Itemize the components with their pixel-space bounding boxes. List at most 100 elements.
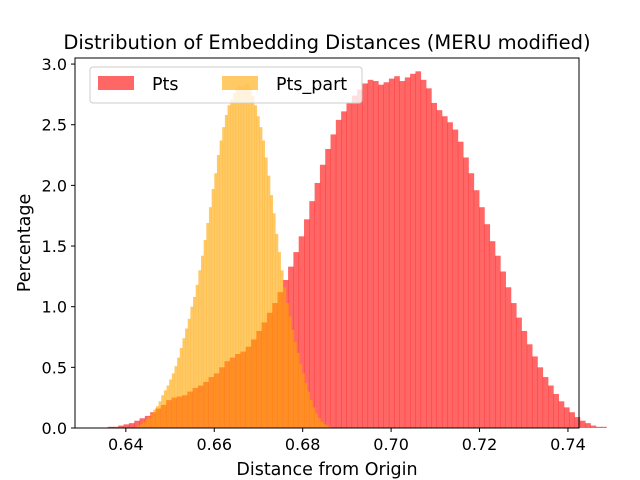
histogram-bar [521, 330, 528, 428]
histogram-bar [357, 89, 363, 428]
histogram-bar [137, 425, 141, 428]
histogram-bar [383, 82, 390, 428]
histogram-bar [283, 287, 287, 428]
histogram-bar [161, 395, 165, 428]
histogram-bar [304, 219, 310, 428]
histogram-bar [410, 73, 416, 428]
histogram-bar [309, 201, 315, 428]
histogram-bar [563, 407, 570, 428]
histogram-bar [185, 328, 189, 428]
histogram-bar [372, 81, 379, 428]
histogram-bar [293, 341, 297, 428]
histogram-bar [307, 391, 311, 428]
histogram-bar [436, 110, 443, 428]
x-tick-label: 0.68 [285, 435, 321, 454]
legend-label-pts-part: Pts_part [276, 75, 347, 95]
histogram-bar [206, 222, 210, 428]
histogram-bar [296, 352, 300, 428]
legend-swatch-pts-part [222, 76, 258, 90]
histogram-bar [277, 252, 281, 428]
histogram-bar [473, 190, 480, 428]
bars-pts-part [134, 83, 332, 429]
histogram-bar [553, 394, 560, 428]
histogram-bar [118, 425, 124, 428]
histogram-bar [415, 71, 422, 428]
histogram-bar [585, 423, 591, 428]
histogram-bar [216, 155, 220, 428]
histogram-bar [309, 400, 313, 428]
histogram-bar [195, 284, 199, 428]
histogram-bar [198, 270, 202, 428]
histogram-bar [267, 175, 271, 428]
y-tick-label: 0.0 [42, 419, 67, 438]
histogram-bar [243, 84, 247, 428]
histogram-bar [134, 426, 138, 428]
histogram-bar [298, 236, 305, 428]
histogram-bar [227, 105, 231, 429]
histogram-bar [256, 116, 260, 429]
histogram-bar [420, 79, 427, 429]
histogram-bar [558, 401, 565, 428]
x-axis: 0.64 0.66 0.68 0.70 0.72 0.74 [108, 428, 586, 454]
histogram-bar [238, 85, 242, 428]
histogram-bar [500, 271, 506, 428]
plot-frame [74, 57, 580, 429]
histogram-bar [441, 116, 448, 429]
x-axis-label: Distance from Origin [236, 460, 417, 480]
histogram-bar [169, 379, 173, 428]
y-tick-label: 1.0 [42, 298, 67, 317]
legend: Pts Pts_part [89, 66, 363, 104]
histogram-bar [264, 157, 268, 428]
histogram-bar [232, 93, 236, 428]
y-axis-label: Percentage [15, 194, 35, 292]
histogram-bar [177, 357, 181, 428]
histogram-bar [320, 421, 324, 428]
histogram-bar [314, 182, 321, 428]
histogram-bar [153, 409, 157, 428]
histogram-bar [505, 287, 512, 428]
histogram-bar [291, 329, 295, 428]
histogram-bar [219, 140, 223, 428]
histogram-bar [595, 426, 602, 428]
histogram-bar [230, 99, 234, 428]
histogram-bar [123, 424, 130, 428]
histogram-bar [187, 318, 191, 428]
histogram-bar [128, 423, 135, 428]
histogram-bar [463, 157, 469, 428]
histogram-bar [325, 425, 329, 428]
histogram-bar [526, 344, 533, 428]
histogram-bar [150, 413, 154, 428]
histogram-bar [378, 84, 384, 428]
y-tick-label: 1.5 [42, 237, 67, 256]
histogram-bar [367, 79, 374, 429]
histogram-bar [452, 129, 459, 428]
histogram-bar [542, 377, 549, 428]
histogram-bar [214, 173, 218, 428]
histogram-bar [208, 207, 212, 428]
histogram-bar [201, 255, 205, 428]
y-tick-label: 2.0 [42, 176, 67, 195]
histogram-bar [222, 127, 226, 429]
histogram-bar [190, 306, 194, 428]
histogram-bar [495, 255, 501, 428]
histogram-bar [240, 87, 244, 429]
histogram-bar [299, 363, 303, 428]
histogram-bar [262, 140, 266, 428]
histogram-bar [293, 252, 300, 428]
histogram-bar [362, 83, 369, 429]
histogram-bar [484, 224, 491, 428]
x-tick-label: 0.74 [550, 435, 586, 454]
histogram-bar [145, 419, 149, 428]
histogram-bar [317, 418, 321, 428]
histogram-bar [142, 421, 146, 428]
histogram-bar [479, 207, 485, 428]
histogram-bar [171, 373, 175, 428]
histogram-bar [246, 83, 250, 429]
y-tick-label: 2.5 [42, 116, 67, 135]
histogram-bar [532, 356, 538, 428]
histogram-bar [579, 420, 586, 428]
histogram-bar [328, 426, 332, 428]
histogram-bar [179, 347, 183, 428]
legend-swatch-pts [98, 76, 134, 90]
